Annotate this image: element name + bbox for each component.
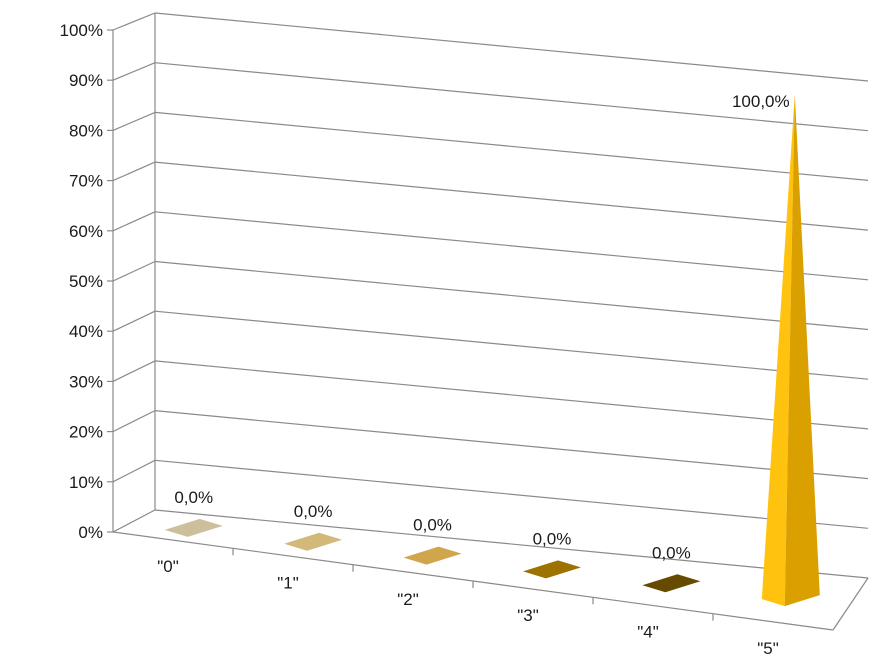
data-label: 0,0%: [294, 502, 333, 521]
category-label: "5": [757, 639, 779, 657]
floor-right-edge: [832, 577, 869, 631]
y-tick-label: 30%: [69, 372, 103, 391]
gridline-side: [112, 360, 156, 382]
gridline: [154, 459, 869, 529]
gridline-side: [112, 12, 156, 31]
gridline-side: [112, 260, 156, 282]
pyramid-4: [642, 574, 701, 593]
y-tick-label: 20%: [69, 423, 103, 442]
gridline-side: [112, 62, 156, 81]
pyramid-base: [164, 518, 223, 537]
pyramid-face-left: [761, 94, 795, 607]
gridlines: [112, 12, 869, 579]
gridline: [154, 360, 869, 430]
gridline: [154, 12, 869, 82]
data-label: 0,0%: [413, 516, 452, 535]
pyramid-base: [522, 560, 581, 579]
pyramid-5: [761, 94, 820, 607]
gridline: [154, 410, 869, 480]
category-label: "4": [637, 623, 659, 642]
pyramid-base: [284, 532, 343, 551]
gridline-side: [112, 211, 156, 232]
category-label: "2": [397, 590, 419, 609]
y-tick-label: 10%: [69, 473, 103, 492]
gridline-side: [112, 310, 156, 332]
gridline-side: [112, 111, 156, 131]
pyramid-2: [403, 546, 462, 565]
data-label: 0,0%: [533, 529, 572, 548]
y-tick-label: 60%: [69, 222, 103, 241]
gridline: [154, 161, 869, 231]
y-tick-label: 40%: [69, 322, 103, 341]
y-tick-label: 80%: [69, 121, 103, 140]
data-label: 0,0%: [174, 488, 213, 507]
y-tick-label: 50%: [69, 272, 103, 291]
gridline: [154, 62, 869, 132]
gridline-side: [112, 161, 156, 182]
y-tick-label: 100%: [60, 21, 103, 40]
data-marks: [164, 94, 820, 607]
gridline-side: [112, 509, 156, 533]
y-tick-label: 70%: [69, 172, 103, 191]
y-tick-label: 0%: [78, 523, 103, 542]
pyramid-3: [522, 560, 581, 579]
gridline: [154, 111, 869, 181]
pyramid-face-right: [784, 94, 820, 607]
pyramid-base: [403, 546, 462, 565]
data-label: 0,0%: [652, 543, 691, 562]
pyramid-base: [642, 574, 701, 593]
gridline: [154, 509, 869, 579]
gridline: [154, 211, 869, 281]
y-axis-ticks: 0% 10% 20% 30% 40% 50% 60% 70% 80% 90% 100%: [60, 21, 113, 542]
category-label: "1": [277, 574, 299, 593]
data-labels: 0,0% 0,0% 0,0% 0,0% 0,0% 100,0%: [174, 92, 789, 562]
gridline-side: [112, 459, 156, 483]
pyramid-0: [164, 518, 223, 537]
data-label: 100,0%: [732, 92, 790, 111]
gridline: [154, 310, 869, 380]
category-label: "0": [157, 557, 179, 576]
y-tick-label: 90%: [69, 71, 103, 90]
category-labels: "0" "1" "2" "3" "4" "5": [157, 557, 779, 657]
gridline: [154, 260, 869, 331]
pyramid-1: [284, 532, 343, 551]
gridline-side: [112, 410, 156, 433]
category-label: "3": [517, 606, 539, 625]
